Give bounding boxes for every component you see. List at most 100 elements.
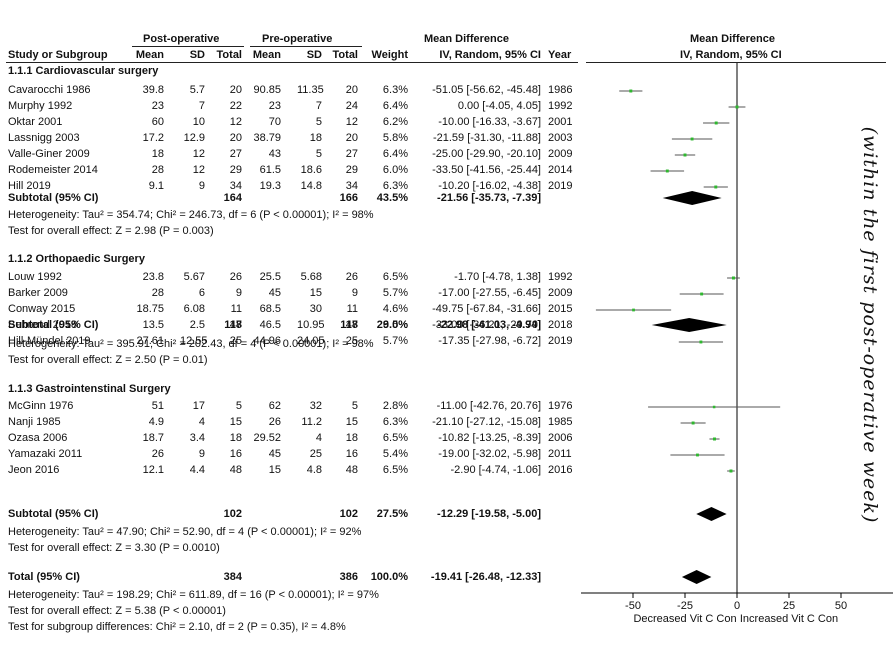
- post-mean: 9.1: [148, 180, 164, 192]
- post-sd: 2.5: [189, 319, 205, 331]
- total-label: Total (95% CI): [8, 571, 80, 583]
- pre-mean: 15: [268, 464, 281, 476]
- post-sd: 9: [198, 180, 205, 192]
- pre-total: 16: [345, 448, 358, 460]
- pre-total: 18: [345, 432, 358, 444]
- year: 1992: [548, 100, 573, 112]
- study-name: Murphy 1992: [8, 100, 73, 112]
- post-sd: 17: [192, 400, 205, 412]
- post-mean: 12.1: [142, 464, 164, 476]
- group-title: 1.1.1 Cardiovascular surgery: [8, 65, 159, 77]
- pre-mean: 90.85: [253, 84, 281, 96]
- ci: -21.59 [-31.30, -11.88]: [432, 132, 541, 144]
- study-name: Cavarocchi 1986: [8, 84, 91, 96]
- group-title: 1.1.2 Orthopaedic Surgery: [8, 253, 145, 265]
- col-total2: Total: [332, 49, 358, 61]
- md-text-header: Mean Difference: [424, 33, 509, 45]
- pre-total: 15: [345, 416, 358, 428]
- post-op-underline: [132, 46, 244, 47]
- post-total: 47: [229, 319, 242, 331]
- subtotal-n2: 118: [340, 319, 358, 331]
- pre-sd: 11.35: [297, 84, 324, 96]
- study-name: Jeon 2016: [8, 464, 60, 476]
- heterogeneity-text: Heterogeneity: Tau² = 47.90; Chi² = 52.9…: [8, 526, 362, 538]
- study-marker: [714, 185, 718, 189]
- header-rule: [6, 62, 578, 63]
- post-total: 20: [229, 84, 242, 96]
- post-mean: 28: [151, 287, 164, 299]
- weight: 6.4%: [382, 100, 408, 112]
- subtotal-n2: 166: [339, 192, 358, 204]
- pre-sd: 24.05: [297, 335, 325, 347]
- ci: -51.05 [-56.62, -45.48]: [432, 84, 541, 96]
- post-op-header: Post-operative: [143, 33, 220, 45]
- study-marker: [691, 421, 695, 425]
- total-weight: 100.0%: [370, 571, 408, 583]
- x-label-right: Increased Vit C Con: [740, 613, 838, 625]
- side-note-text: (within the first post-operative week): [859, 126, 881, 524]
- study-marker: [712, 405, 716, 409]
- col-mean2: Mean: [252, 49, 281, 61]
- ci: -11.00 [-42.76, 20.76]: [436, 400, 541, 412]
- ci: -17.35 [-27.98, -6.72]: [438, 335, 541, 347]
- pre-mean: 43: [268, 148, 281, 160]
- pre-mean: 46.5: [259, 319, 281, 331]
- total-n2: 386: [339, 571, 358, 583]
- year: 1976: [548, 400, 573, 412]
- post-sd: 12: [192, 148, 205, 160]
- post-total: 20: [229, 132, 242, 144]
- ci: -17.00 [-27.55, -6.45]: [438, 287, 541, 299]
- total-heterogeneity-text: Heterogeneity: Tau² = 198.29; Chi² = 611…: [8, 589, 379, 601]
- subtotal-n1: 102: [223, 508, 242, 520]
- post-mean: 60: [151, 116, 164, 128]
- pre-sd: 4.8: [306, 464, 322, 476]
- x-tick-label: -25: [677, 600, 693, 612]
- pre-total: 12: [345, 116, 358, 128]
- summary-diamond: [681, 570, 712, 584]
- pre-sd: 10.95: [297, 319, 325, 331]
- pre-sd: 4: [315, 432, 322, 444]
- pre-mean: 25.5: [259, 271, 281, 283]
- pre-total: 47: [345, 319, 358, 331]
- year: 2014: [548, 164, 573, 176]
- study-name: Hill 2019: [8, 180, 51, 192]
- post-sd: 7: [198, 100, 205, 112]
- heterogeneity-text: Heterogeneity: Tau² = 354.74; Chi² = 246…: [8, 209, 374, 221]
- ci: -10.00 [-16.33, -3.67]: [438, 116, 541, 128]
- ci: -10.82 [-13.25, -8.39]: [438, 432, 541, 444]
- post-sd: 4.4: [189, 464, 205, 476]
- pre-sd: 5.68: [300, 271, 322, 283]
- study-marker: [632, 308, 635, 312]
- col-mean1: Mean: [135, 49, 164, 61]
- weight: 5.4%: [382, 448, 408, 460]
- year: 2016: [548, 464, 573, 476]
- pre-sd: 14.8: [300, 180, 322, 192]
- weight: 2.8%: [382, 400, 408, 412]
- post-sd: 6: [198, 287, 205, 299]
- post-sd: 12: [192, 164, 205, 176]
- study-marker: [696, 453, 699, 457]
- study-marker: [700, 292, 704, 296]
- pre-sd: 18: [309, 132, 322, 144]
- summary-diamond: [696, 507, 727, 521]
- year: 1985: [548, 416, 573, 428]
- ci: -19.00 [-32.02, -5.98]: [438, 448, 541, 460]
- post-total: 29: [229, 164, 242, 176]
- ci: -25.00 [-29.90, -20.10]: [432, 148, 541, 160]
- study-marker: [690, 137, 694, 141]
- pre-sd: 5: [315, 116, 322, 128]
- post-sd: 5.67: [183, 271, 205, 283]
- post-total: 12: [229, 116, 242, 128]
- total-ci: -19.41 [-26.48, -12.33]: [430, 571, 541, 583]
- pre-total: 27: [345, 148, 358, 160]
- post-mean: 18.75: [136, 303, 164, 315]
- pre-sd: 32: [309, 400, 322, 412]
- weight: 6.2%: [382, 116, 408, 128]
- study-name: Yamazaki 2011: [8, 448, 83, 460]
- post-total: 18: [229, 432, 242, 444]
- study-name: McGinn 1976: [8, 400, 74, 412]
- ci: -10.20 [-16.02, -4.38]: [438, 180, 541, 192]
- post-sd: 12.55: [180, 335, 208, 347]
- weight: 5.8%: [382, 132, 408, 144]
- weight: 4.6%: [382, 303, 408, 315]
